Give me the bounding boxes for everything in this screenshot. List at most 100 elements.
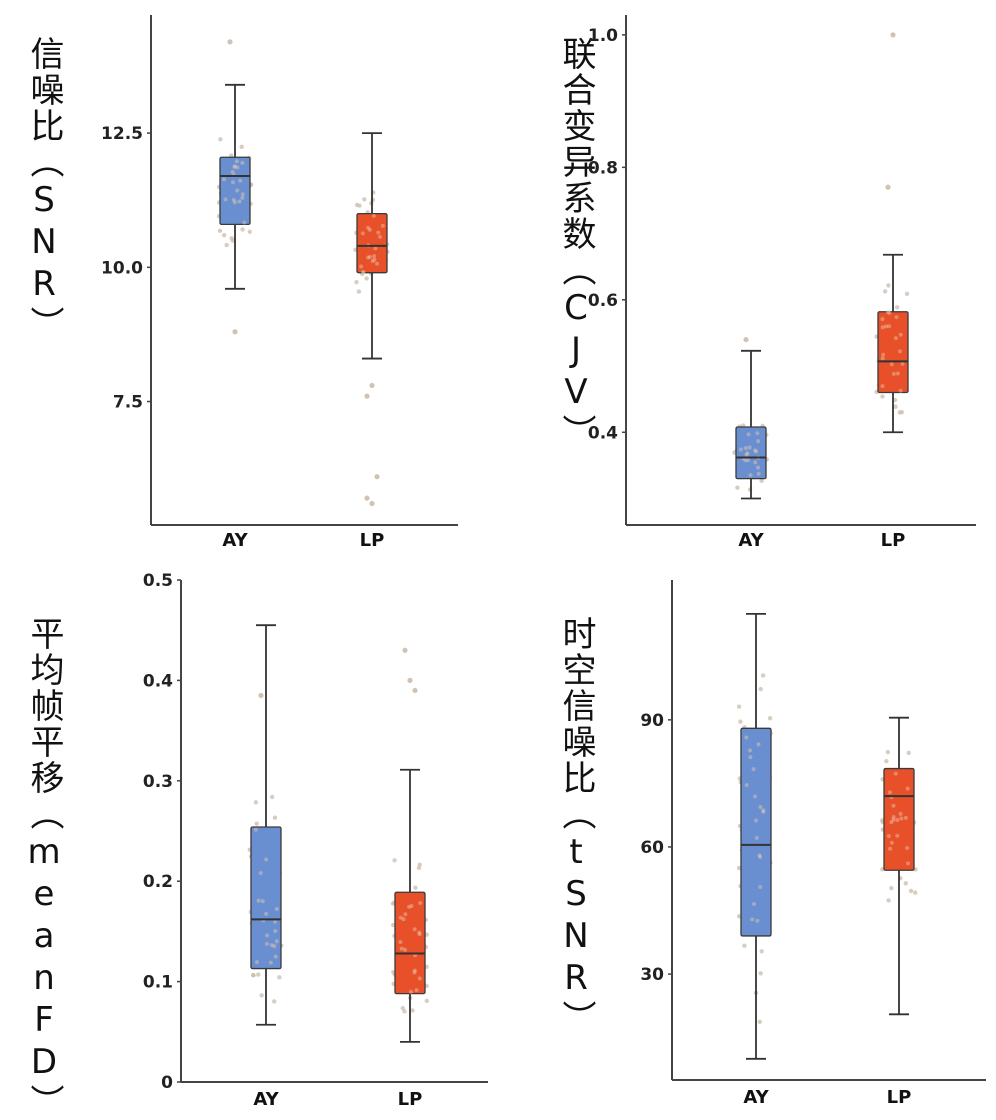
jitter-point (399, 946, 404, 951)
jitter-point (751, 767, 756, 772)
jitter-point (748, 473, 753, 478)
jitter-point (898, 388, 903, 393)
jitter-point (745, 458, 750, 463)
jitter-point (414, 988, 419, 993)
outlier-point (374, 474, 380, 480)
jitter-point (361, 270, 366, 275)
jitter-point (407, 904, 412, 909)
jitter-point (735, 485, 740, 490)
jitter-point (742, 943, 747, 948)
y-axis-label: 平均帧平移（meanFD） (24, 616, 64, 1120)
x-tick-label: AY (743, 1087, 769, 1108)
outlier-point (407, 677, 413, 683)
jitter-point (235, 165, 240, 170)
jitter-point (413, 885, 418, 890)
jitter-point (891, 371, 896, 376)
boxplot-cjv: 0.4 0.6 0.8 1.0 AY LP (588, 15, 976, 551)
y-tick-label: 0.2 (143, 872, 173, 892)
jitter-point (380, 223, 385, 228)
jitter-point (373, 246, 378, 251)
jitter-point (755, 918, 760, 923)
jitter-point (366, 255, 371, 260)
jitter-point (889, 885, 894, 891)
jitter-point (893, 404, 898, 409)
jitter-point (759, 478, 764, 484)
jitter-point (273, 954, 278, 959)
jitter-point (354, 279, 359, 285)
jitter-point (416, 865, 422, 871)
boxplot-snr: 7.5 10.0 12.5 AY LP (101, 15, 458, 551)
jitter-point (264, 911, 269, 916)
jitter-point (375, 261, 380, 266)
jitter-point (412, 927, 417, 932)
outlier-point (412, 687, 418, 694)
jitter-point (753, 448, 758, 453)
jitter-point (224, 242, 229, 248)
y-tick-label: 0.8 (588, 158, 618, 178)
jitter-point (754, 818, 759, 823)
jitter-point (894, 305, 900, 310)
jitter-point (366, 225, 371, 230)
jitter-point (238, 178, 243, 183)
jitter-point (372, 257, 377, 262)
jitter-point (887, 324, 892, 329)
jitter-point (884, 758, 889, 764)
jitter-point (758, 686, 763, 692)
jitter-point (767, 715, 773, 721)
y-tick-label: 0.1 (143, 973, 173, 993)
jitter-point (223, 197, 228, 202)
jitter-point (905, 845, 910, 850)
y-axis-label: 时空信噪比（tSNR） (556, 616, 596, 1036)
jitter-point (743, 458, 748, 463)
jitter-point (254, 821, 259, 826)
box-AY (219, 156, 251, 226)
jitter-point (242, 220, 247, 225)
jitter-point (217, 228, 223, 233)
jitter-point (254, 960, 259, 965)
outlier-point (232, 329, 238, 335)
y-tick-label: 1.0 (588, 26, 618, 46)
y-tick-label: 0 (161, 1073, 173, 1093)
jitter-point (253, 827, 258, 832)
jitter-point (402, 947, 407, 952)
jitter-point (240, 195, 245, 200)
box-LP (883, 767, 915, 871)
jitter-point (247, 229, 253, 235)
jitter-point (891, 803, 896, 808)
jitter-point (880, 356, 885, 361)
panel-snr: 信噪比（SNR） 7.5 10.0 12.5 AY LP (0, 0, 498, 560)
jitter-point (758, 805, 763, 810)
jitter-point (906, 750, 911, 756)
jitter-point (274, 906, 279, 911)
box-LP (356, 212, 388, 274)
jitter-point (889, 820, 894, 825)
jitter-point (260, 899, 265, 904)
y-tick-label: 60 (640, 838, 664, 858)
jitter-point (265, 933, 270, 938)
jitter-point (758, 884, 763, 889)
jitter-point (258, 871, 263, 876)
jitter-point (753, 460, 758, 465)
jitter-point (899, 409, 905, 415)
jitter-point (761, 809, 766, 814)
y-tick-label: 12.5 (101, 124, 143, 144)
boxplot-tsnr: 30 60 90 AY LP (640, 580, 986, 1108)
jitter-point (885, 310, 890, 315)
jitter-point (888, 846, 893, 851)
jitter-point (367, 227, 372, 232)
jitter-point (744, 452, 749, 457)
jitter-point (371, 213, 376, 218)
jitter-point (759, 949, 764, 954)
jitter-point (895, 818, 900, 823)
y-tick-label: 0.4 (588, 423, 618, 443)
box-AY (735, 426, 767, 480)
jitter-point (906, 861, 911, 866)
jitter-point (239, 144, 244, 149)
y-tick-label: 0.4 (143, 671, 173, 691)
jitter-point (894, 315, 899, 320)
outlier-point (369, 382, 375, 389)
jitter-point (269, 794, 275, 800)
jitter-point (886, 283, 891, 288)
jitter-point (259, 993, 264, 998)
jitter-point (889, 362, 894, 367)
